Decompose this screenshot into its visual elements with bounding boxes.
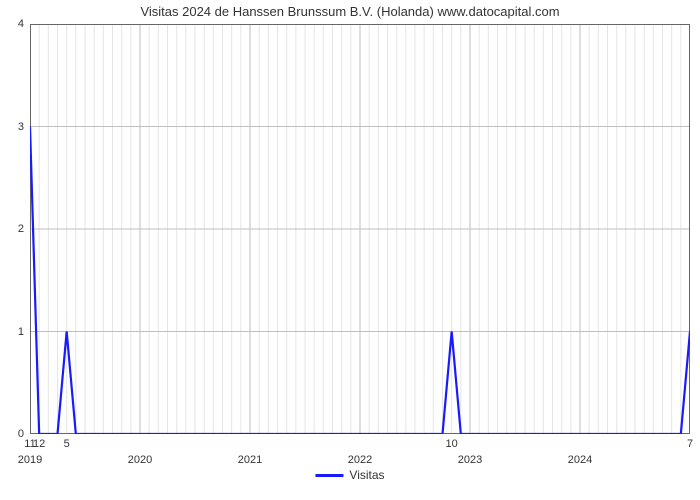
y-tick-label: 1 [18,326,24,338]
x-tick-label: 2019 [18,454,42,466]
value-label: 5 [64,438,70,450]
x-tick-label: 2022 [348,454,372,466]
y-tick-label: 0 [18,428,24,440]
value-label: 10 [446,438,458,450]
y-tick-label: 4 [18,18,24,30]
chart-title: Visitas 2024 de Hanssen Brunssum B.V. (H… [0,4,700,19]
value-label: 12 [33,438,45,450]
x-tick-label: 2024 [568,454,592,466]
plot-area: 0123420192020202120222023202411125107 [30,24,690,434]
legend-swatch [315,474,343,477]
x-tick-label: 2020 [128,454,152,466]
plot-svg [30,24,690,434]
x-tick-label: 2021 [238,454,262,466]
legend: Visitas [315,468,384,482]
y-tick-label: 2 [18,223,24,235]
chart-container: Visitas 2024 de Hanssen Brunssum B.V. (H… [0,0,700,500]
value-label: 7 [687,438,693,450]
x-tick-label: 2023 [458,454,482,466]
y-tick-label: 3 [18,121,24,133]
legend-label: Visitas [349,468,384,482]
